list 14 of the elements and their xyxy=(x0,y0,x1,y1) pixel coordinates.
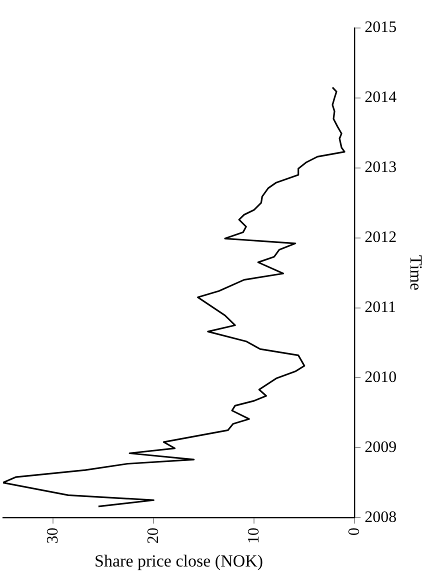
y-tick-label: 2012 xyxy=(364,229,397,246)
x-tick-label: 0 xyxy=(346,528,363,536)
y-tick-label: 2015 xyxy=(364,19,397,36)
x-tick-label: 20 xyxy=(144,528,162,544)
y-tick-label: 2008 xyxy=(364,508,397,526)
x-axis-title: Share price close (NOK) xyxy=(94,551,264,570)
x-tick-label: 30 xyxy=(44,528,62,544)
y-tick-label: 2010 xyxy=(364,368,397,386)
y-tick-label: 2014 xyxy=(364,89,397,106)
y-tick-label: 2011 xyxy=(364,298,396,316)
y-tick-label: 2013 xyxy=(364,159,397,176)
x-tick-label: 10 xyxy=(245,528,262,544)
y-tick-label: 2009 xyxy=(364,438,397,456)
y-axis-title: Time xyxy=(406,255,426,290)
